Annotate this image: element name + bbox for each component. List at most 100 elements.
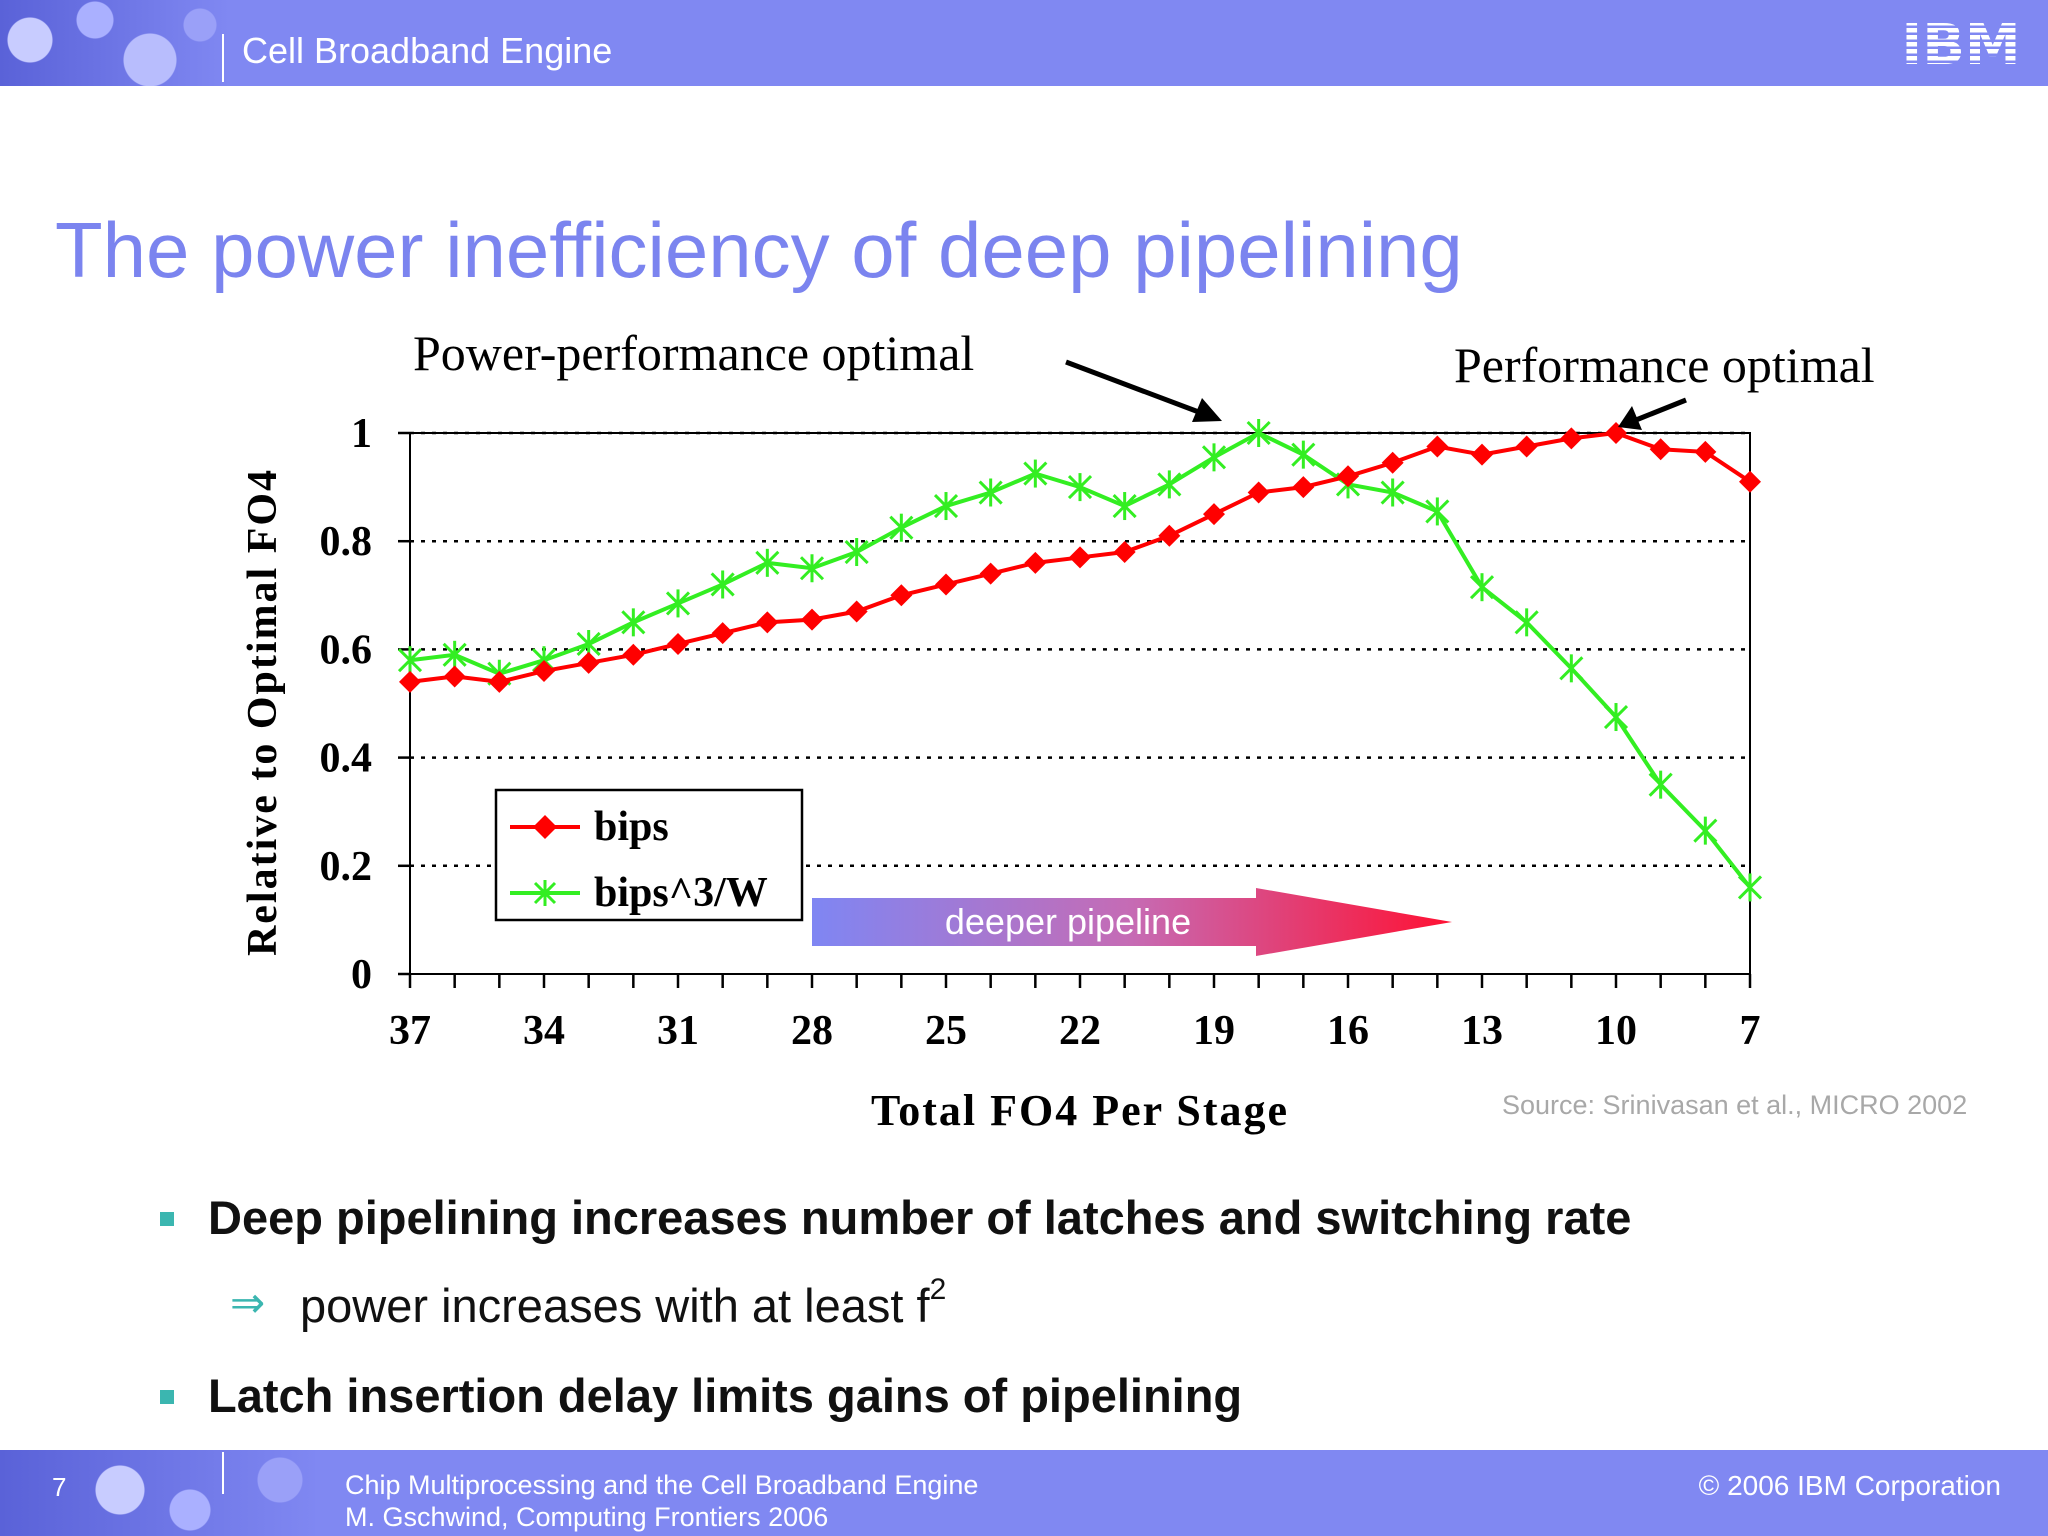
footer-decoration	[0, 1450, 320, 1536]
y-ticks: 0 0.2 0.4 0.6 0.8 1	[320, 411, 410, 998]
y-tick-label: 1	[351, 411, 372, 457]
series-bips3w	[397, 419, 1763, 902]
x-tick-label: 13	[1461, 1008, 1503, 1054]
svg-text:IBM: IBM	[1901, 14, 2020, 70]
annotation-performance-text: Performance optimal	[1454, 337, 1875, 393]
bullet-text: Deep pipelining increases number of latc…	[208, 1191, 1632, 1244]
slide-header: Cell Broadband Engine IBM	[0, 0, 2048, 86]
data-point	[397, 646, 423, 675]
footer-copyright: © 2006 IBM Corporation	[1698, 1470, 2001, 1501]
superscript: 2	[929, 1273, 947, 1307]
data-point	[1469, 573, 1495, 602]
x-ticks: 37 34 31 28 25 22 19 16 13 10 7	[389, 974, 1761, 1054]
data-point	[1381, 451, 1404, 474]
data-point	[622, 643, 645, 666]
data-point	[1024, 551, 1047, 574]
bullet-text: Latch insertion delay limits gains of pi…	[208, 1369, 1243, 1422]
data-point	[1648, 770, 1673, 799]
data-point	[1247, 481, 1270, 504]
x-tick-label: 19	[1193, 1008, 1235, 1054]
y-tick-label: 0.8	[320, 519, 373, 565]
data-point	[621, 608, 646, 637]
annotation-performance: Performance optimal	[1454, 337, 1875, 430]
data-point	[1737, 873, 1763, 902]
header-decoration	[0, 0, 230, 86]
ibm-logo: IBM	[1901, 14, 2020, 70]
annotation-power-performance-arrow	[1065, 359, 1205, 417]
footer-line-1: Chip Multiprocessing and the Cell Broadb…	[345, 1470, 979, 1500]
data-point	[1560, 427, 1583, 450]
legend-box	[494, 788, 804, 922]
data-point	[801, 608, 823, 631]
annotation-power-performance-arrowhead	[1192, 398, 1222, 422]
data-point	[1246, 419, 1271, 447]
x-tick-label: 37	[389, 1008, 431, 1054]
arrow-shape	[812, 888, 1452, 956]
sub-bullet-text: power increases with at least f2	[300, 1273, 946, 1333]
legend: bips bips^3/W	[494, 788, 804, 922]
data-point	[890, 584, 913, 607]
data-point	[665, 589, 691, 618]
legend-bips3w-label: bips^3/W	[594, 870, 768, 916]
data-point	[979, 562, 1002, 585]
footer-line-2: M. Gschwind, Computing Frontiers 2006	[345, 1502, 829, 1532]
data-point	[935, 573, 957, 596]
x-tick-label: 10	[1595, 1008, 1637, 1054]
implies-arrow-icon: ⇒	[230, 1278, 266, 1327]
data-point	[978, 478, 1003, 507]
data-point	[1113, 541, 1136, 564]
data-point	[1337, 465, 1359, 488]
data-point	[1605, 422, 1627, 444]
slide-footer: 7 Chip Multiprocessing and the Cell Broa…	[0, 1450, 2048, 1536]
sub-bullet-text-main: power increases with at least f	[300, 1279, 930, 1332]
series-bips	[399, 422, 1761, 693]
data-point	[1292, 476, 1315, 499]
data-point	[710, 570, 735, 599]
data-point	[1201, 443, 1227, 472]
data-point	[1069, 546, 1091, 569]
data-point	[799, 554, 825, 583]
data-point	[1112, 492, 1137, 521]
data-point	[533, 660, 555, 683]
data-point	[1559, 654, 1584, 683]
page-number: 7	[52, 1472, 67, 1502]
y-tick-label: 0.6	[320, 627, 373, 673]
data-point	[443, 665, 466, 688]
x-tick-label: 34	[523, 1008, 565, 1054]
chart: 37 34 31 28 25 22 19 16 13 10 7 0 0.2 0.4 0.6 0.8 1 Tot…	[240, 325, 1875, 1135]
data-point	[1514, 608, 1539, 637]
data-point	[1380, 478, 1405, 507]
deeper-pipeline-arrow: deeper pipeline	[812, 888, 1452, 956]
data-point	[1203, 503, 1225, 526]
data-point	[1067, 473, 1093, 502]
legend-bips-marker	[533, 815, 557, 839]
header-divider	[222, 34, 224, 82]
annotation-performance-arrowhead	[1618, 406, 1642, 430]
data-point	[1739, 470, 1761, 493]
data-point	[1693, 816, 1718, 845]
data-point	[399, 670, 421, 693]
data-point	[1694, 440, 1717, 463]
annotation-power-performance: Power-performance optimal	[413, 325, 1222, 422]
data-point	[1425, 497, 1450, 526]
data-point	[845, 600, 868, 623]
data-point	[1649, 438, 1672, 461]
data-point	[755, 548, 780, 577]
footer-divider	[222, 1452, 224, 1494]
data-point	[711, 622, 734, 645]
data-point	[756, 611, 779, 634]
data-point	[1158, 524, 1181, 547]
data-point	[933, 492, 959, 521]
data-point	[1291, 440, 1316, 469]
data-point	[488, 670, 511, 693]
x-tick-label: 16	[1327, 1008, 1369, 1054]
source-citation: Source: Srinivasan et al., MICRO 2002	[1502, 1090, 1968, 1120]
data-point	[667, 632, 689, 655]
x-axis-label: Total FO4 Per Stage	[871, 1086, 1289, 1135]
data-point	[577, 651, 600, 674]
slide-title: The power inefficiency of deep pipelinin…	[55, 206, 1463, 294]
y-axis-label: Relative to Optimal FO4	[240, 468, 286, 956]
data-point	[1603, 703, 1629, 732]
y-tick-label: 0	[351, 952, 372, 998]
data-point	[1157, 470, 1182, 499]
